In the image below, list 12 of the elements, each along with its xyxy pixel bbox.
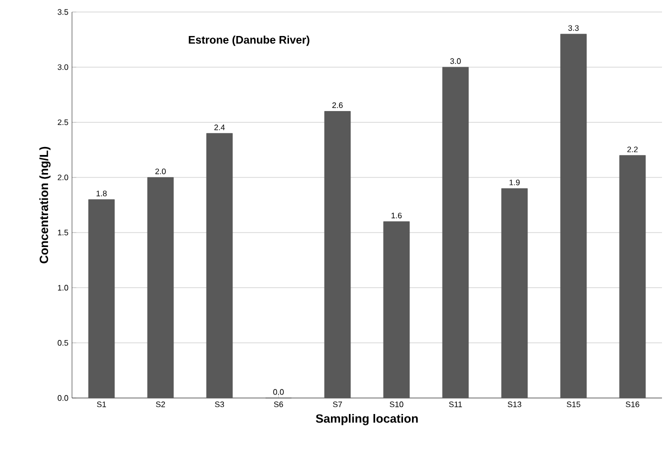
bar — [383, 221, 410, 398]
bar — [560, 34, 587, 398]
bar — [88, 199, 115, 398]
bar — [147, 177, 174, 398]
y-axis-title: Concentration (ng/L) — [39, 146, 51, 264]
x-axis-title: Sampling location — [316, 414, 418, 426]
bar — [442, 66, 469, 398]
bar — [619, 155, 646, 398]
bar — [324, 111, 351, 398]
bar — [501, 188, 528, 398]
text: Estrone (Danube River) — [188, 36, 310, 46]
bar — [206, 133, 233, 398]
